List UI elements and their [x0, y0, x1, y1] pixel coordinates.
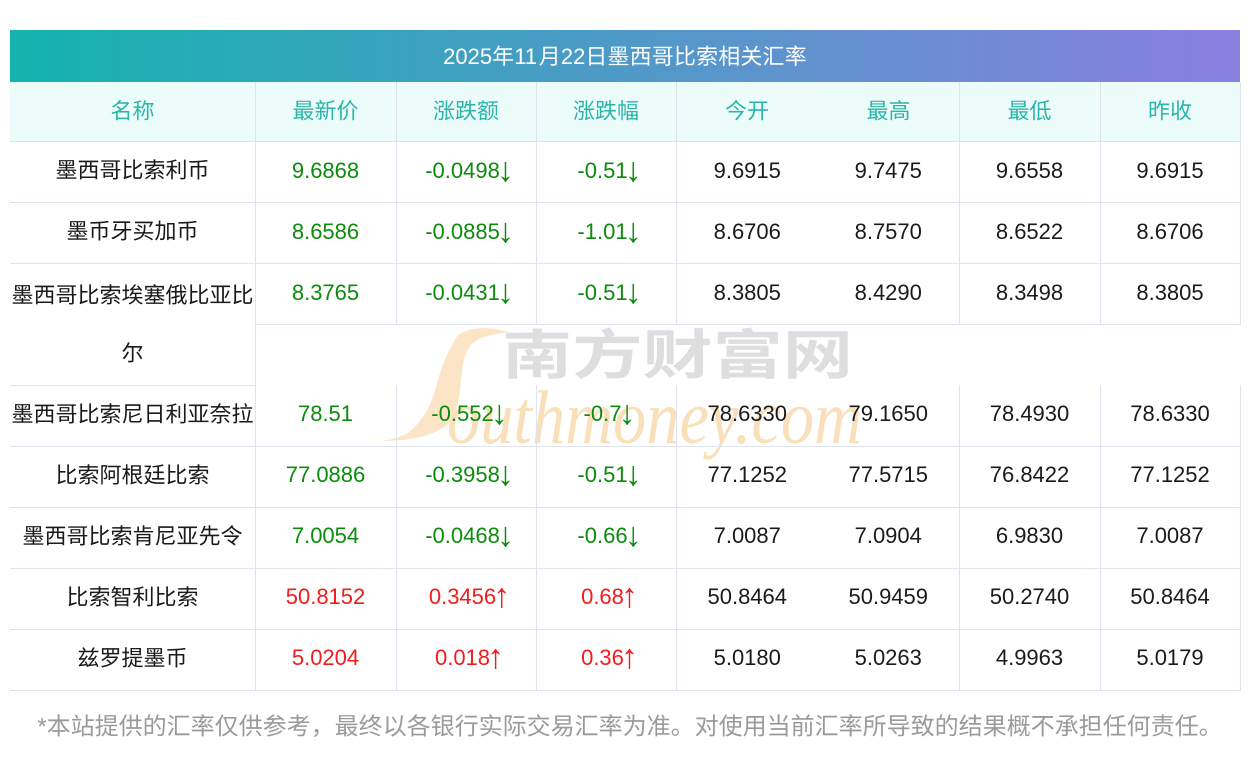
svg-text:2025: 2025 [443, 44, 492, 69]
svg-text:22: 22 [561, 44, 585, 69]
svg-text:11: 11 [514, 44, 537, 69]
svg-text:*: * [37, 714, 46, 741]
